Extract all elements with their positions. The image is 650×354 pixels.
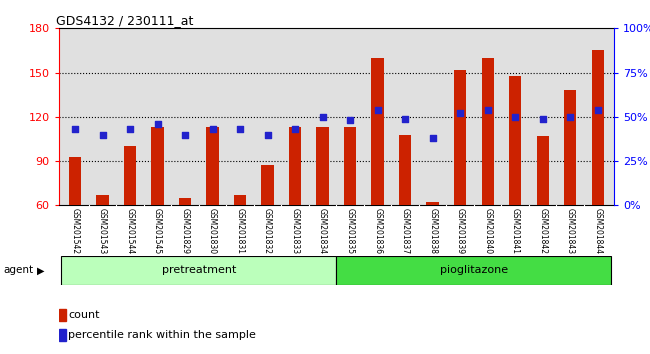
Point bbox=[263, 132, 273, 137]
Point bbox=[455, 110, 465, 116]
Text: GSM201544: GSM201544 bbox=[125, 208, 135, 254]
Text: ▶: ▶ bbox=[37, 266, 45, 275]
Text: GSM201545: GSM201545 bbox=[153, 208, 162, 254]
Text: GSM201829: GSM201829 bbox=[181, 208, 190, 254]
Point bbox=[70, 126, 80, 132]
Text: GSM201837: GSM201837 bbox=[400, 208, 410, 254]
Point bbox=[345, 118, 356, 123]
Text: GSM201833: GSM201833 bbox=[291, 208, 300, 254]
Text: GSM201841: GSM201841 bbox=[511, 208, 520, 254]
Bar bbox=[96, 195, 109, 205]
Point bbox=[235, 126, 245, 132]
Point bbox=[317, 114, 328, 120]
Text: count: count bbox=[68, 310, 99, 320]
Text: GSM201542: GSM201542 bbox=[70, 208, 79, 254]
Bar bbox=[151, 127, 164, 205]
Bar bbox=[58, 329, 66, 341]
Bar bbox=[289, 127, 302, 205]
Bar bbox=[564, 90, 577, 205]
Text: percentile rank within the sample: percentile rank within the sample bbox=[68, 330, 256, 339]
Text: pioglitazone: pioglitazone bbox=[440, 266, 508, 275]
Bar bbox=[58, 309, 66, 321]
Text: GSM201836: GSM201836 bbox=[373, 208, 382, 254]
Bar bbox=[399, 135, 411, 205]
Bar bbox=[124, 146, 136, 205]
Bar bbox=[454, 70, 466, 205]
Bar bbox=[317, 127, 329, 205]
Point bbox=[125, 126, 135, 132]
Bar bbox=[207, 127, 219, 205]
Text: GSM201831: GSM201831 bbox=[235, 208, 244, 254]
Bar bbox=[426, 202, 439, 205]
Bar bbox=[261, 166, 274, 205]
Text: GSM201835: GSM201835 bbox=[346, 208, 355, 254]
Point bbox=[428, 135, 438, 141]
Text: GSM201843: GSM201843 bbox=[566, 208, 575, 254]
Point bbox=[593, 107, 603, 113]
Point bbox=[207, 126, 218, 132]
Point bbox=[290, 126, 300, 132]
Text: GSM201832: GSM201832 bbox=[263, 208, 272, 254]
Point bbox=[400, 116, 410, 121]
Bar bbox=[344, 127, 356, 205]
Text: GSM201830: GSM201830 bbox=[208, 208, 217, 254]
Text: GSM201838: GSM201838 bbox=[428, 208, 437, 254]
Bar bbox=[179, 198, 191, 205]
Bar bbox=[482, 58, 494, 205]
Bar bbox=[337, 256, 612, 285]
Point bbox=[152, 121, 162, 127]
Text: GSM201844: GSM201844 bbox=[593, 208, 603, 254]
Text: pretreatment: pretreatment bbox=[162, 266, 236, 275]
Text: GSM201839: GSM201839 bbox=[456, 208, 465, 254]
Point bbox=[180, 132, 190, 137]
Point bbox=[98, 132, 108, 137]
Bar bbox=[536, 136, 549, 205]
Point bbox=[372, 107, 383, 113]
Point bbox=[538, 116, 548, 121]
Bar bbox=[234, 195, 246, 205]
Text: GSM201834: GSM201834 bbox=[318, 208, 327, 254]
Text: GDS4132 / 230111_at: GDS4132 / 230111_at bbox=[56, 14, 193, 27]
Bar bbox=[69, 156, 81, 205]
Text: GSM201842: GSM201842 bbox=[538, 208, 547, 254]
Point bbox=[565, 114, 575, 120]
Bar bbox=[509, 75, 521, 205]
Text: GSM201840: GSM201840 bbox=[483, 208, 492, 254]
Point bbox=[482, 107, 493, 113]
Bar bbox=[592, 51, 604, 205]
Text: GSM201543: GSM201543 bbox=[98, 208, 107, 254]
Bar bbox=[371, 58, 384, 205]
Text: agent: agent bbox=[3, 266, 33, 275]
Point bbox=[510, 114, 521, 120]
Bar bbox=[61, 256, 337, 285]
